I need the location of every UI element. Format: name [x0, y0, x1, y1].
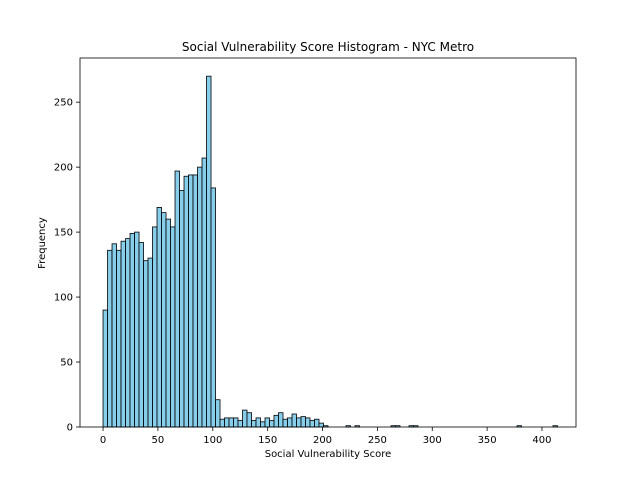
- histogram-bar: [224, 417, 230, 428]
- histogram-bar: [282, 418, 288, 428]
- histogram-bar: [174, 170, 180, 428]
- histogram-bar: [165, 218, 171, 428]
- y-tick-label: 250: [54, 98, 73, 109]
- x-tick-label: 400: [532, 435, 551, 446]
- x-tick-label: 350: [478, 435, 497, 446]
- histogram-bar: [206, 75, 212, 428]
- histogram-bar: [152, 226, 158, 428]
- histogram-bar: [179, 190, 185, 428]
- x-tick-label: 200: [313, 435, 332, 446]
- histogram-bar: [111, 243, 117, 428]
- bars-group: [102, 75, 558, 428]
- histogram-bar: [134, 231, 140, 428]
- y-tick-label: 100: [54, 293, 73, 304]
- x-tick-label: 250: [368, 435, 387, 446]
- histogram-bar: [305, 417, 311, 428]
- x-tick-label: 0: [100, 435, 106, 446]
- histogram-bar: [215, 399, 221, 428]
- histogram-bar: [107, 249, 113, 428]
- histogram-bar: [291, 413, 297, 428]
- histogram-bar: [273, 414, 279, 428]
- histogram-bar: [210, 187, 216, 428]
- histogram-bar: [264, 417, 270, 428]
- histogram-bar: [188, 174, 194, 428]
- histogram-bar: [120, 240, 126, 428]
- plot-frame: [79, 57, 577, 428]
- y-tick-label: 150: [54, 228, 73, 239]
- y-axis-label: Frequency: [37, 217, 48, 269]
- histogram-bar: [251, 420, 257, 428]
- histogram-bar: [156, 207, 162, 428]
- histogram-bar: [246, 412, 252, 428]
- y-axis-ticks: 0 50 100 150 200 250: [54, 98, 80, 434]
- histogram-bar: [260, 421, 266, 428]
- histogram-bar: [287, 417, 293, 428]
- histogram-bar: [278, 412, 284, 428]
- histogram-bar: [314, 418, 320, 428]
- y-tick-label: 0: [67, 423, 73, 434]
- histogram-bar: [143, 260, 149, 428]
- histogram-bar: [183, 175, 189, 428]
- histogram-bar: [228, 417, 234, 428]
- histogram-bar: [138, 242, 144, 428]
- histogram-bar: [300, 416, 306, 428]
- y-tick-label: 200: [54, 163, 73, 174]
- x-axis-ticks: 0 50 100 150 200 250 300 350 400: [100, 427, 552, 446]
- x-tick-label: 50: [152, 435, 165, 446]
- histogram-bar: [242, 409, 248, 428]
- histogram-bar: [237, 420, 243, 428]
- histogram-bar: [102, 309, 108, 428]
- histogram-bar: [129, 232, 135, 428]
- x-tick-label: 300: [423, 435, 442, 446]
- histogram-bar: [125, 238, 131, 428]
- histogram-bar: [233, 417, 239, 428]
- histogram-bar: [197, 166, 203, 428]
- histogram-bar: [116, 249, 122, 428]
- histogram-bar: [147, 257, 153, 428]
- histogram-bar: [309, 420, 315, 428]
- x-axis-label: Social Vulnerability Score: [265, 449, 392, 460]
- histogram-bar: [269, 420, 275, 428]
- histogram-bar: [219, 418, 225, 428]
- x-tick-label: 150: [258, 435, 277, 446]
- y-tick-label: 50: [60, 358, 73, 369]
- histogram-bar: [161, 212, 167, 428]
- histogram-bar: [318, 422, 324, 428]
- chart-title: Social Vulnerability Score Histogram - N…: [182, 40, 474, 54]
- histogram-bar: [296, 417, 302, 428]
- histogram-bar: [192, 174, 198, 428]
- x-tick-label: 100: [203, 435, 222, 446]
- histogram-bar: [255, 417, 261, 428]
- histogram-bar: [201, 157, 207, 428]
- histogram-bar: [170, 226, 176, 428]
